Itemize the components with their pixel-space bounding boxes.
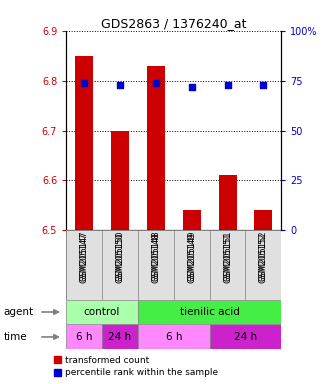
FancyBboxPatch shape xyxy=(66,300,138,324)
Text: time: time xyxy=(3,332,27,342)
Title: GDS2863 / 1376240_at: GDS2863 / 1376240_at xyxy=(101,17,247,30)
Text: 24 h: 24 h xyxy=(234,332,257,342)
Text: GSM205147: GSM205147 xyxy=(80,230,89,281)
FancyBboxPatch shape xyxy=(138,324,210,349)
Point xyxy=(153,79,159,86)
Text: GSM205147: GSM205147 xyxy=(80,232,89,283)
Point xyxy=(117,81,122,88)
Text: GSM205149: GSM205149 xyxy=(187,230,196,281)
Legend: transformed count, percentile rank within the sample: transformed count, percentile rank withi… xyxy=(54,356,218,377)
FancyBboxPatch shape xyxy=(102,324,138,349)
Bar xyxy=(183,210,201,230)
FancyBboxPatch shape xyxy=(66,324,102,349)
Text: GSM205152: GSM205152 xyxy=(259,232,268,283)
Text: GSM205152: GSM205152 xyxy=(259,230,268,281)
Point xyxy=(225,81,230,88)
Text: GSM205150: GSM205150 xyxy=(116,232,124,283)
Text: GSM205151: GSM205151 xyxy=(223,232,232,283)
Bar xyxy=(75,56,93,230)
Bar xyxy=(255,210,272,230)
Text: GSM205148: GSM205148 xyxy=(151,230,160,281)
Bar xyxy=(147,66,165,230)
Text: 24 h: 24 h xyxy=(109,332,131,342)
FancyBboxPatch shape xyxy=(210,324,281,349)
Point xyxy=(189,84,194,90)
Point xyxy=(81,79,87,86)
Text: 6 h: 6 h xyxy=(76,332,92,342)
Text: 6 h: 6 h xyxy=(166,332,182,342)
Text: GSM205151: GSM205151 xyxy=(223,230,232,281)
Point xyxy=(261,81,266,88)
Bar xyxy=(218,175,237,230)
Bar xyxy=(111,131,129,230)
Text: GSM205150: GSM205150 xyxy=(116,230,124,281)
Text: agent: agent xyxy=(3,307,33,317)
Text: GSM205149: GSM205149 xyxy=(187,232,196,283)
FancyBboxPatch shape xyxy=(138,300,281,324)
Text: GSM205148: GSM205148 xyxy=(151,232,160,283)
FancyBboxPatch shape xyxy=(66,230,281,300)
Text: control: control xyxy=(84,307,120,317)
Text: tienilic acid: tienilic acid xyxy=(180,307,240,317)
